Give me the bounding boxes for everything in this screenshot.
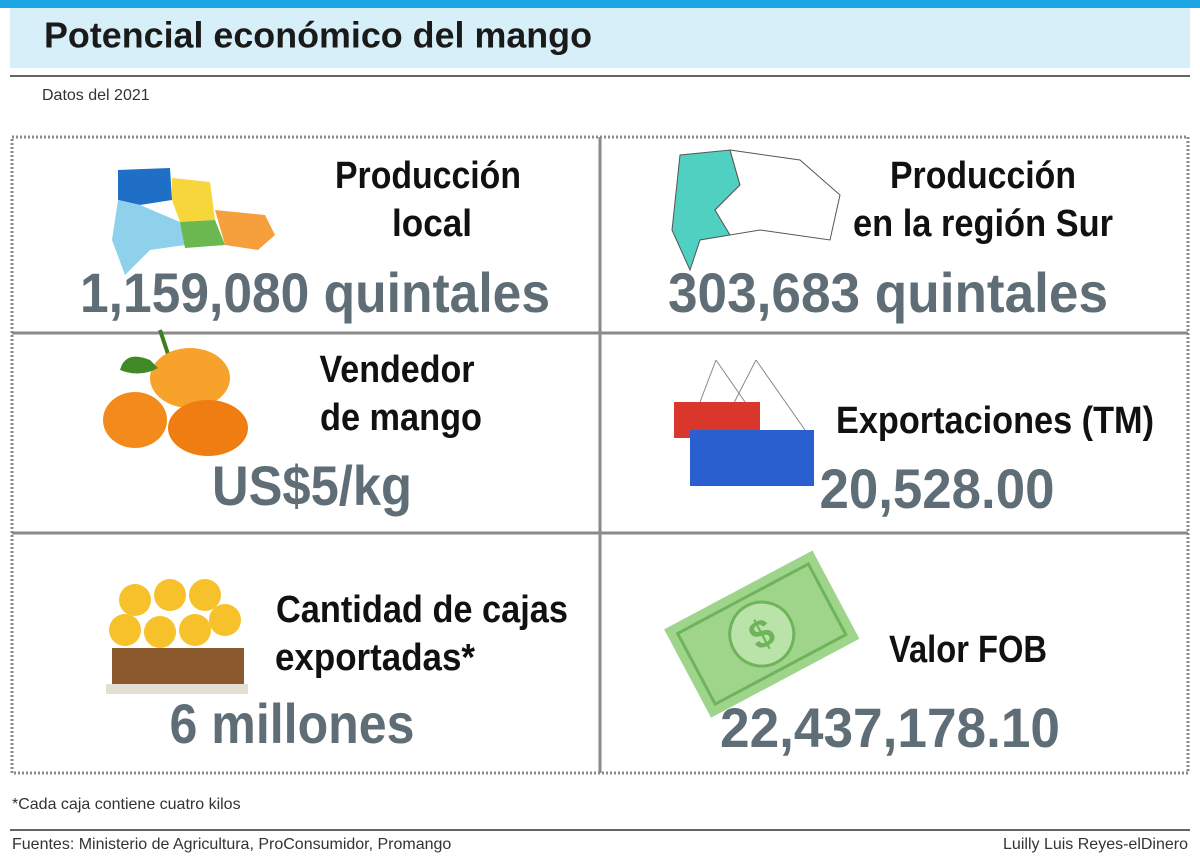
- container-icon: [674, 359, 814, 486]
- grid: [10, 135, 1190, 775]
- card-label: en la región Sur: [853, 203, 1113, 245]
- subtitle: Datos del 2021: [42, 87, 150, 104]
- credit: Luilly Luis Reyes-elDinero: [1003, 836, 1188, 853]
- card-value: 1,159,080 quintales: [80, 261, 550, 324]
- card-value: 20,528.00: [820, 457, 1055, 520]
- crate-icon: [106, 579, 248, 694]
- card-value: 22,437,178.10: [720, 696, 1060, 759]
- region-map-icon: [671, 149, 841, 272]
- card-label: Exportaciones (TM): [836, 400, 1154, 442]
- dollar-icon: $: [664, 550, 860, 718]
- card-value: 6 millones: [170, 692, 415, 755]
- card-label: Cantidad de cajas: [276, 589, 568, 631]
- card-value: 303,683 quintales: [668, 261, 1108, 324]
- card-label: de mango: [320, 397, 482, 439]
- map-icon: [112, 168, 275, 275]
- title: Potencial económico del mango: [44, 15, 592, 56]
- card-label: Vendedor: [320, 349, 475, 391]
- card-label: Producción: [890, 155, 1076, 197]
- title-band: [10, 8, 1190, 68]
- footnote: *Cada caja contiene cuatro kilos: [12, 796, 241, 813]
- card-label: Producción: [335, 155, 521, 197]
- card-label: local: [392, 203, 472, 245]
- card-value: US$5/kg: [212, 454, 412, 517]
- mango-icon: [103, 329, 248, 456]
- card-label: exportadas*: [275, 637, 475, 679]
- card-label: Valor FOB: [889, 629, 1047, 671]
- top-bar: [0, 0, 1200, 8]
- sources: Fuentes: Ministerio de Agricultura, ProC…: [12, 836, 451, 853]
